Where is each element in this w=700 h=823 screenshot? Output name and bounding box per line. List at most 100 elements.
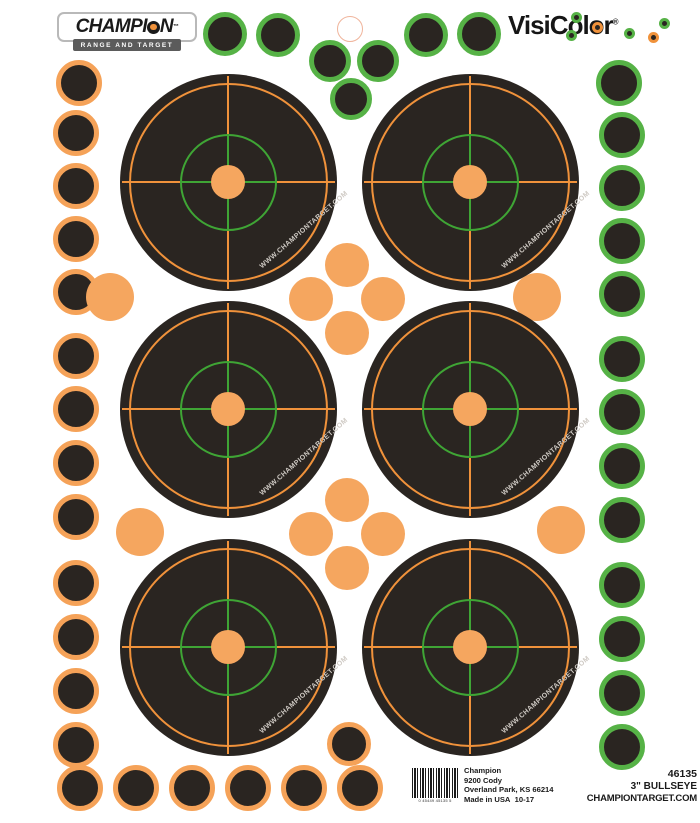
target-center-bull-6 bbox=[453, 630, 487, 664]
company-name: Champion bbox=[464, 766, 502, 775]
crosshair-orange-bottom-1 bbox=[227, 230, 229, 289]
visicolor-splatter-icon-1 bbox=[571, 12, 582, 23]
splatter-dot-bottom-6 bbox=[337, 765, 383, 811]
crosshair-orange-bottom-2 bbox=[469, 230, 471, 289]
splatter-dot-cluster-4 bbox=[325, 311, 369, 355]
splatter-dot-bottom-1 bbox=[57, 765, 103, 811]
splatter-dot-top-7 bbox=[330, 78, 372, 120]
splatter-dot-top-3 bbox=[404, 13, 448, 57]
crosshair-green-right-5 bbox=[228, 646, 277, 648]
crosshair-green-left-5 bbox=[179, 646, 228, 648]
crosshair-green-top-3 bbox=[227, 360, 229, 409]
barcode-bars bbox=[412, 768, 458, 798]
product-size-label: 3" BULLSEYE bbox=[630, 780, 697, 792]
company-address: Champion 9200 Cody Overland Park, KS 662… bbox=[464, 766, 554, 804]
crosshair-green-left-6 bbox=[421, 646, 470, 648]
splatter-dot-right-10 bbox=[599, 562, 645, 608]
champion-trademark: ™ bbox=[173, 24, 179, 30]
splatter-dot-top-4 bbox=[457, 12, 501, 56]
splatter-dot-cluster-7 bbox=[361, 512, 405, 556]
crosshair-orange-right-2 bbox=[518, 181, 577, 183]
bullseye-target-2: WWW.CHAMPIONTARGET.COM bbox=[361, 73, 591, 291]
crosshair-orange-bottom-5 bbox=[227, 695, 229, 754]
bullseye-target-1: WWW.CHAMPIONTARGET.COM bbox=[119, 73, 349, 291]
crosshair-green-top-5 bbox=[227, 598, 229, 647]
splatter-dot-top-2 bbox=[256, 13, 300, 57]
product-designation: 46135 3" BULLSEYE CHAMPIONTARGET.COM bbox=[587, 768, 697, 806]
crosshair-green-right-1 bbox=[228, 181, 277, 183]
crosshair-green-bottom-1 bbox=[227, 182, 229, 231]
champion-bullseye-o-icon bbox=[146, 20, 160, 34]
crosshair-green-right-3 bbox=[228, 408, 277, 410]
crosshair-orange-right-4 bbox=[518, 408, 577, 410]
splatter-dot-cluster-3 bbox=[361, 277, 405, 321]
splatter-dot-right-2 bbox=[599, 112, 645, 158]
splatter-dot-right-13 bbox=[599, 724, 645, 770]
crosshair-orange-top-2 bbox=[469, 75, 471, 134]
crosshair-green-bottom-2 bbox=[469, 182, 471, 231]
target-center-bull-4 bbox=[453, 392, 487, 426]
splatter-dot-loose-4 bbox=[537, 506, 585, 554]
visicolor-splatter-icon-5 bbox=[648, 32, 659, 43]
crosshair-orange-bottom-3 bbox=[227, 457, 229, 516]
origin-line: Made in USA 10-17 bbox=[464, 795, 554, 805]
splatter-dot-bottom-7 bbox=[327, 722, 371, 766]
origin-text: Made in USA bbox=[464, 794, 511, 804]
splatter-dot-left-11 bbox=[53, 614, 99, 660]
crosshair-green-bottom-4 bbox=[469, 409, 471, 458]
splatter-dot-right-9 bbox=[599, 497, 645, 543]
champion-logo: CHAMPI N ™ RANGE AND TARGET bbox=[57, 12, 197, 54]
splatter-dot-cluster-2 bbox=[289, 277, 333, 321]
crosshair-orange-left-3 bbox=[121, 408, 180, 410]
splatter-dot-cluster-1 bbox=[325, 243, 369, 287]
crosshair-orange-top-1 bbox=[227, 75, 229, 134]
crosshair-orange-top-5 bbox=[227, 540, 229, 599]
visicolor-splatter-icon-4 bbox=[624, 28, 635, 39]
crosshair-green-bottom-6 bbox=[469, 647, 471, 696]
crosshair-green-top-6 bbox=[469, 598, 471, 647]
splatter-dot-left-6 bbox=[53, 333, 99, 379]
splatter-dot-top-1 bbox=[203, 12, 247, 56]
crosshair-orange-bottom-6 bbox=[469, 695, 471, 754]
product-website: CHAMPIONTARGET.COM bbox=[586, 793, 697, 804]
splatter-dot-right-4 bbox=[599, 218, 645, 264]
splatter-dot-left-13 bbox=[53, 722, 99, 768]
visicolor-splatter-icon-2 bbox=[566, 30, 577, 41]
crosshair-green-right-4 bbox=[470, 408, 519, 410]
target-center-bull-3 bbox=[211, 392, 245, 426]
product-sku: 46135 bbox=[667, 768, 697, 780]
crosshair-orange-right-1 bbox=[276, 181, 335, 183]
target-center-bull-2 bbox=[453, 165, 487, 199]
splatter-dot-right-8 bbox=[599, 443, 645, 489]
target-center-bull-1 bbox=[211, 165, 245, 199]
splatter-dot-bottom-5 bbox=[281, 765, 327, 811]
splatter-dot-right-3 bbox=[599, 165, 645, 211]
splatter-dot-top-5 bbox=[309, 40, 351, 82]
visicolor-splatter-icon-6 bbox=[659, 18, 670, 29]
bullseye-target-6: WWW.CHAMPIONTARGET.COM bbox=[361, 538, 591, 756]
splatter-dot-right-1 bbox=[596, 60, 642, 106]
splatter-dot-bottom-3 bbox=[169, 765, 215, 811]
splatter-dot-left-4 bbox=[53, 216, 99, 262]
crosshair-green-bottom-3 bbox=[227, 409, 229, 458]
crosshair-green-right-6 bbox=[470, 646, 519, 648]
splatter-dot-right-5 bbox=[599, 271, 645, 317]
crosshair-green-top-2 bbox=[469, 133, 471, 182]
crosshair-green-bottom-5 bbox=[227, 647, 229, 696]
visicolor-registered-mark: ® bbox=[612, 17, 619, 27]
crosshair-green-right-2 bbox=[470, 181, 519, 183]
splatter-dot-cluster-6 bbox=[289, 512, 333, 556]
crosshair-orange-left-1 bbox=[121, 181, 180, 183]
crosshair-orange-top-4 bbox=[469, 302, 471, 361]
address-line-2: Overland Park, KS 66214 bbox=[464, 785, 554, 795]
visicolor-splatter-icon-3 bbox=[592, 22, 603, 33]
crosshair-orange-left-6 bbox=[363, 646, 422, 648]
crosshair-green-left-2 bbox=[421, 181, 470, 183]
champion-logo-wordmark: CHAMPI N ™ bbox=[57, 12, 197, 42]
crosshair-orange-right-6 bbox=[518, 646, 577, 648]
crosshair-green-left-3 bbox=[179, 408, 228, 410]
bullseye-target-5: WWW.CHAMPIONTARGET.COM bbox=[119, 538, 349, 756]
splatter-dot-right-6 bbox=[599, 336, 645, 382]
visicolor-text-part1: VisiC bbox=[508, 10, 569, 40]
splatter-dot-left-8 bbox=[53, 440, 99, 486]
